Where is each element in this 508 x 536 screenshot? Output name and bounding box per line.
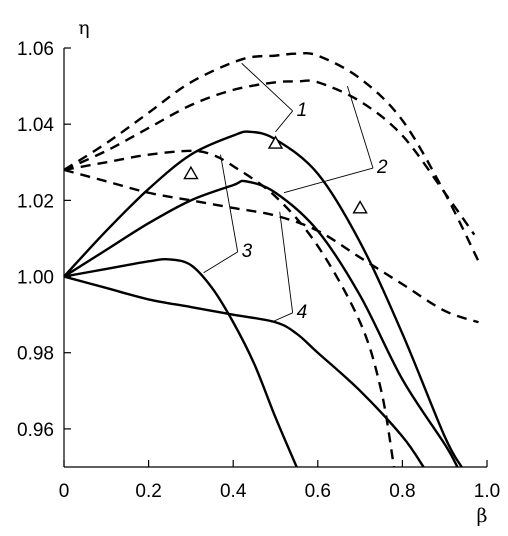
x-tick-label: 0 (59, 481, 70, 502)
triangle-marker (352, 200, 368, 214)
y-axis-title: η (78, 17, 89, 39)
leader-line-4 (271, 312, 293, 323)
curve-label-4: 4 (297, 302, 308, 323)
y-tick-label: 1.06 (17, 39, 54, 60)
series-line-2-dashed (63, 79, 476, 236)
x-tick-label: 0.2 (135, 481, 161, 502)
series-line-1-dashed (63, 51, 480, 262)
series-line-4-dashed (63, 168, 479, 324)
x-tick-label: 1.0 (474, 481, 500, 502)
x-axis-title: β (477, 505, 488, 527)
curve-labels: 1 2 3 4 (242, 100, 388, 323)
y-tick-label: 1.00 (17, 268, 54, 289)
x-tick-label: 0.6 (305, 481, 331, 502)
axis-ticks: 0 0.2 0.4 0.6 0.8 1.0 0.96 0.98 1.00 1.02 1.04 1.06 (17, 39, 500, 502)
leader-line-2 (283, 167, 374, 194)
x-tick-label: 0.8 (389, 481, 415, 502)
leader-line-1 (275, 110, 293, 133)
curve-label-1: 1 (297, 100, 308, 121)
series-line-2-solid (63, 179, 459, 468)
y-tick-label: 1.04 (17, 115, 54, 136)
triangle-markers (183, 135, 368, 214)
leader-line-1 (241, 62, 293, 112)
curve-label-3: 3 (242, 241, 253, 262)
leader-line-3 (203, 251, 238, 274)
curve-label-2: 2 (376, 157, 388, 178)
leader-line-4 (279, 211, 294, 313)
y-tick-label: 0.96 (17, 420, 54, 441)
series-line-3-solid (63, 258, 298, 468)
y-tick-label: 1.02 (17, 191, 54, 212)
triangle-marker (267, 135, 284, 149)
leader-line-3 (220, 154, 239, 252)
x-tick-label: 0.4 (220, 481, 247, 502)
series-line-1-solid (63, 130, 463, 468)
series-line-4-solid (63, 275, 425, 468)
y-tick-label: 0.98 (17, 344, 54, 365)
series-lines (63, 51, 480, 468)
leader-line-2 (346, 85, 374, 169)
triangle-marker (183, 165, 199, 180)
label-leaders (203, 62, 374, 323)
series-line-3-dashed (63, 149, 396, 468)
